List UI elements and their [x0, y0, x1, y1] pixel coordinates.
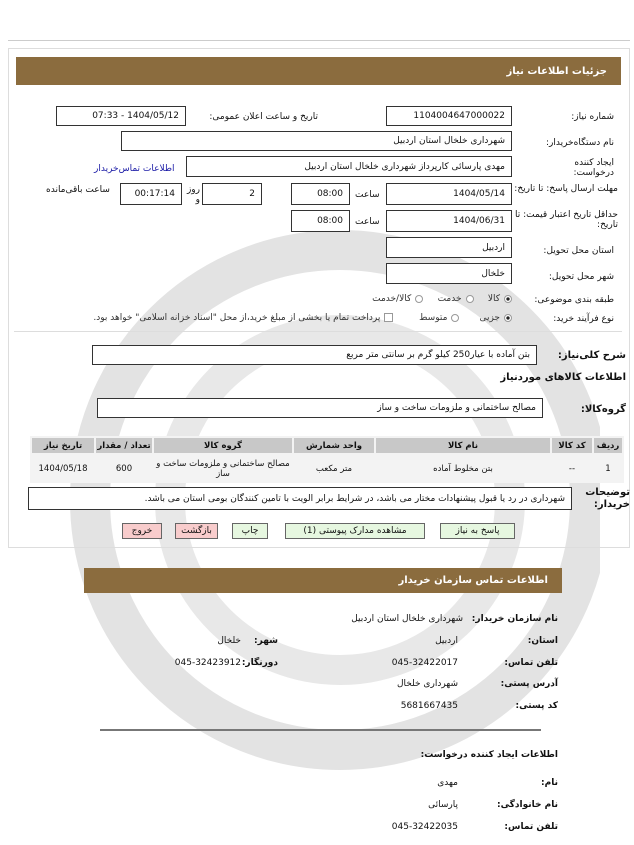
- col-name: نام کالا: [374, 436, 552, 455]
- treasury-checkbox[interactable]: [380, 313, 394, 323]
- category-label: طبقه بندی موضوعی:: [534, 295, 614, 305]
- province-field: اردبیل: [386, 237, 512, 258]
- category-radios: کالا خدمت کالا/خدمت: [372, 294, 512, 304]
- contact-fax: 045-32423912: [174, 658, 241, 668]
- col-date: تاریخ نیاز: [30, 436, 96, 455]
- city-label: شهر محل تحویل:: [548, 272, 614, 282]
- back-button[interactable]: بازگشت: [175, 523, 218, 539]
- creator-phone: 045-32422035: [391, 822, 458, 832]
- col-code: کد کالا: [550, 436, 594, 455]
- goods-group-label: گروه‌کالا:: [580, 404, 626, 415]
- deadline-date-field: 1404/05/14: [386, 183, 512, 205]
- summary-label: شرح کلی‌نیاز:: [557, 350, 626, 361]
- main-panel: [8, 48, 630, 548]
- attachments-button[interactable]: مشاهده مدارک پیوستی (1): [285, 523, 425, 539]
- page-header: جزئیات اطلاعات نیاز: [16, 57, 621, 85]
- cell-code: --: [568, 464, 576, 474]
- days-label: روز و: [186, 185, 200, 205]
- col-qty: تعداد / مقدار: [94, 436, 154, 455]
- creator-name: مهدی: [437, 778, 458, 788]
- cell-date: 1404/05/18: [38, 464, 88, 474]
- creator-field: مهدی پارسائی کارپرداز شهرداری خلخال استا…: [186, 156, 512, 177]
- buyer-contact-link[interactable]: اطلاعات تماس‌خریدار: [94, 164, 175, 174]
- contact-postal-label: کد پستی:: [515, 701, 558, 711]
- radio-goods[interactable]: کالا: [488, 294, 512, 304]
- creator-family: پارسائی: [428, 800, 458, 810]
- contact-phone: 045-32422017: [391, 658, 458, 668]
- contact-phone-label: تلفن تماس:: [504, 658, 558, 668]
- creator-info-title: اطلاعات ایجاد کننده درخواست:: [420, 750, 558, 760]
- validity-time-label: ساعت: [355, 217, 380, 227]
- contact-address-label: آدرس پستی:: [500, 679, 558, 689]
- section-divider: [14, 331, 622, 332]
- deadline-label: مهلت ارسال پاسخ: تا تاریخ:: [514, 184, 618, 194]
- province-label: استان محل تحویل:: [543, 246, 614, 256]
- cell-group: مصالح ساختمانی و ملزومات ساخت و ساز: [156, 459, 290, 479]
- remaining-label: ساعت باقی‌مانده: [46, 185, 110, 195]
- radio-service[interactable]: خدمت: [438, 294, 474, 304]
- days-field: 2: [202, 183, 262, 205]
- announce-label: تاریخ و ساعت اعلان عمومی:: [209, 112, 318, 122]
- radio-goods-service[interactable]: کالا/خدمت: [372, 294, 424, 304]
- col-group: گروه کالا: [152, 436, 294, 455]
- top-divider: [8, 40, 630, 41]
- process-radios: جزیی متوسط پرداخت تمام یا بخشی از مبلغ خ…: [93, 313, 512, 323]
- process-label: نوع فرآیند خرید:: [553, 314, 614, 324]
- validity-date-field: 1404/06/31: [386, 210, 512, 232]
- notes-field: شهرداری در رد یا قبول پیشنهادات مختار می…: [28, 487, 572, 510]
- cell-qty: 600: [115, 464, 133, 474]
- city-field: خلخال: [386, 263, 512, 284]
- contact-postal: 5681667435: [400, 701, 458, 711]
- need-number-label: شماره نیاز:: [571, 112, 614, 122]
- cell-name: بتن مخلوط آماده: [433, 464, 493, 474]
- validity-time-field: 08:00: [291, 210, 350, 232]
- validity-label: حداقل تاریخ اعتبار قیمت: تا تاریخ:: [515, 210, 618, 230]
- radio-minor[interactable]: جزیی: [479, 313, 512, 323]
- goods-group-field: مصالح ساختمانی و ملزومات ساخت و ساز: [97, 398, 543, 418]
- notes-label: توضیحات خریدار:: [585, 487, 630, 510]
- print-button[interactable]: چاپ: [232, 523, 268, 539]
- goods-table: ردیف کد کالا نام کالا واحد شمارش گروه کا…: [30, 436, 624, 483]
- creator-name-label: نام:: [541, 778, 558, 788]
- remaining-field: 00:17:14: [120, 183, 182, 205]
- goods-title: اطلاعات کالاهای موردنیاز: [500, 372, 626, 383]
- contact-address: شهرداری خلخال: [396, 679, 458, 689]
- summary-field: بتن آماده با عیار250 کیلو گرم بر سانتی م…: [92, 345, 537, 365]
- exit-button[interactable]: خروج: [122, 523, 162, 539]
- radio-medium[interactable]: متوسط: [419, 313, 460, 323]
- contact-province: اردبیل: [435, 636, 458, 646]
- buyer-org-label: نام دستگاه‌خریدار:: [545, 138, 614, 148]
- payment-note: پرداخت تمام یا بخشی از مبلغ خرید،از محل …: [93, 313, 381, 323]
- contact-header: اطلاعات تماس سازمان خریدار: [84, 568, 562, 593]
- col-unit: واحد شمارش: [292, 436, 376, 455]
- buyer-org-field: شهرداری خلخال استان اردبیل: [121, 131, 512, 151]
- creator-family-label: نام خانوادگی:: [496, 800, 558, 810]
- contact-org: شهرداری خلخال استان اردبیل: [351, 614, 463, 624]
- contact-divider: [100, 729, 541, 731]
- deadline-time-field: 08:00: [291, 183, 350, 205]
- contact-fax-label: دورنگار:: [241, 658, 278, 668]
- creator-phone-label: تلفن تماس:: [504, 822, 558, 832]
- contact-city: خلخال: [217, 636, 241, 646]
- cell-unit: متر مکعب: [315, 464, 353, 474]
- creator-label: ایجاد کننده درخواست:: [573, 158, 614, 178]
- col-row: ردیف: [592, 436, 624, 455]
- contact-city-label: شهر:: [254, 636, 278, 646]
- reply-button[interactable]: پاسخ به نیاز: [440, 523, 515, 539]
- contact-province-label: استان:: [527, 636, 558, 646]
- announce-field: 1404/05/12 - 07:33: [56, 106, 186, 126]
- need-number-field: 1104004647000022: [386, 106, 512, 126]
- cell-row: 1: [605, 464, 611, 474]
- table-row: 1 -- بتن مخلوط آماده متر مکعب مصالح ساخت…: [31, 454, 623, 483]
- contact-org-label: نام سازمان خریدار:: [471, 614, 558, 624]
- deadline-time-label: ساعت: [355, 190, 380, 200]
